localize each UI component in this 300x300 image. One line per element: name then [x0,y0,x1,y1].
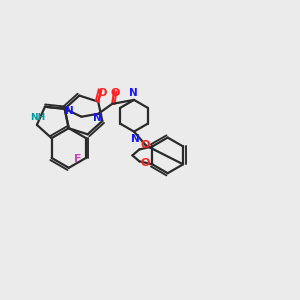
Text: O: O [98,88,107,98]
Text: O: O [141,140,150,151]
Text: O: O [141,158,150,168]
Text: N: N [93,113,102,123]
Text: F: F [74,154,82,164]
Text: N: N [130,134,140,143]
Text: O: O [110,88,120,98]
Text: N: N [129,88,137,98]
Text: N: N [65,106,74,116]
Text: NH: NH [30,113,46,122]
